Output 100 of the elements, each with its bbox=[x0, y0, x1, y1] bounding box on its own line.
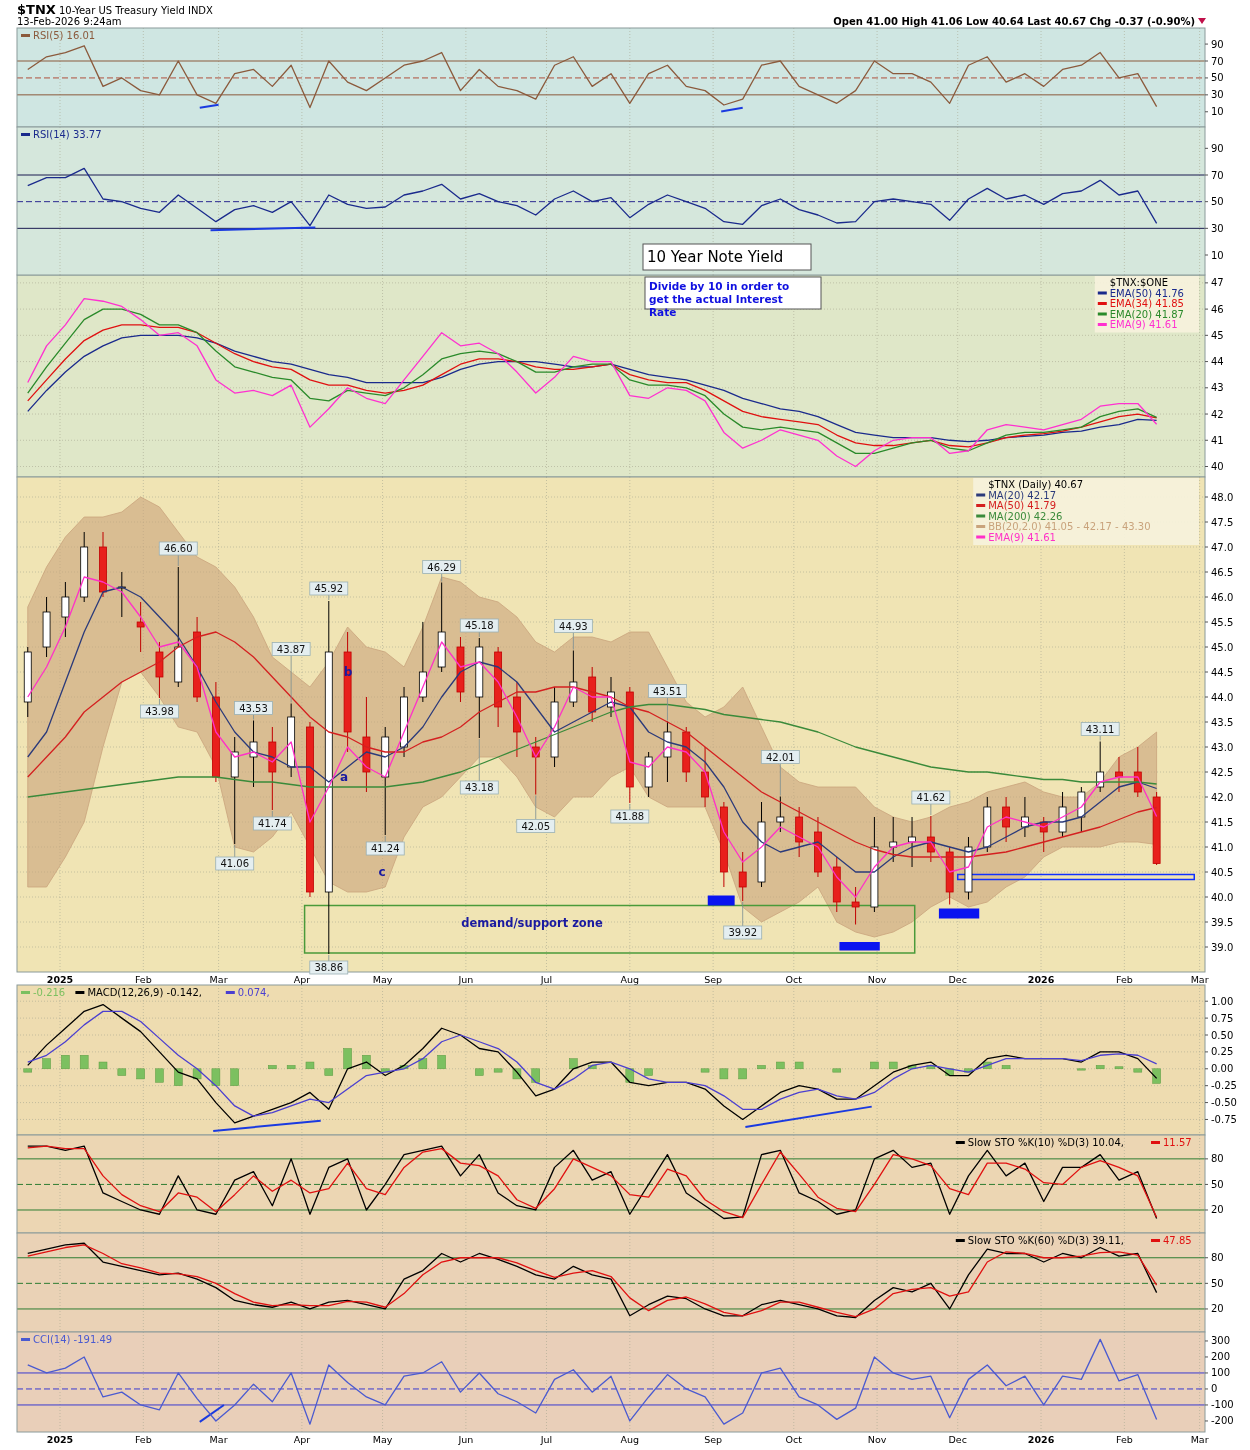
candlestick bbox=[776, 796, 785, 833]
bar bbox=[42, 1058, 51, 1070]
annotation: 41.74 bbox=[258, 818, 287, 829]
annotation: Divide by 10 in order to get the actual Interest Rate bbox=[649, 279, 790, 318]
x-tick-label: Jun bbox=[457, 1434, 474, 1445]
y-tick-label: 50 bbox=[1211, 1277, 1224, 1289]
line-series bbox=[27, 167, 1158, 227]
y-tick-label: 30 bbox=[1211, 89, 1224, 101]
bar bbox=[493, 1068, 503, 1073]
candlestick bbox=[738, 851, 747, 902]
y-tick-label: 43 bbox=[1211, 382, 1224, 394]
bar bbox=[1114, 1066, 1124, 1070]
bar bbox=[832, 1068, 842, 1073]
y-tick-label: 48.0 bbox=[1211, 491, 1234, 503]
x-tick-label: Sep bbox=[704, 974, 723, 985]
y-tick-label: 80 bbox=[1211, 1153, 1224, 1165]
y-tick-label: 41.5 bbox=[1211, 816, 1234, 828]
annotation: 42.05 bbox=[521, 820, 551, 832]
legend-label: CCI(14) -191.49 bbox=[33, 1334, 113, 1345]
bar bbox=[644, 1068, 653, 1076]
x-tick-label: Mar bbox=[1190, 974, 1209, 985]
y-tick-label: 30 bbox=[1211, 222, 1224, 234]
annotation: 42.01 bbox=[766, 751, 795, 763]
y-tick-label: 100 bbox=[1211, 1367, 1231, 1379]
y-tick-label: 42.0 bbox=[1211, 791, 1234, 803]
x-tick-label: Aug bbox=[620, 974, 640, 985]
x-tick-label: Jul bbox=[539, 1434, 553, 1445]
x-tick-label: Jun bbox=[457, 974, 474, 985]
x-tick-label: Nov bbox=[867, 1434, 887, 1445]
y-tick-label: 20 bbox=[1211, 1303, 1224, 1315]
candlestick bbox=[851, 886, 860, 925]
y-tick-label: 46 bbox=[1211, 303, 1224, 315]
y-tick-label: 40.0 bbox=[1211, 891, 1234, 903]
legend-label: Slow STO %K(60) %D(3) 39.11, bbox=[967, 1235, 1125, 1246]
y-tick-label: 80 bbox=[1211, 1252, 1224, 1264]
bar bbox=[211, 1068, 221, 1086]
annotation: 45.18 bbox=[464, 620, 494, 631]
legend-label: EMA(9) 41.61 bbox=[1109, 319, 1178, 330]
bar bbox=[155, 1068, 164, 1083]
bar bbox=[776, 1061, 785, 1070]
legend-label: Slow STO %K(10) %D(3) 10.04, bbox=[967, 1137, 1125, 1148]
annotation: 41.24 bbox=[370, 843, 400, 854]
y-tick-label: 90 bbox=[1211, 38, 1224, 50]
x-tick-label: Feb bbox=[1115, 974, 1133, 985]
x-tick-label: Feb bbox=[134, 974, 152, 985]
x-tick-label: 2026 bbox=[1027, 1434, 1055, 1445]
x-tick-label: Oct bbox=[785, 974, 803, 985]
y-tick-label: 43.0 bbox=[1211, 741, 1234, 753]
bar bbox=[79, 1055, 89, 1070]
y-tick-label: 43.5 bbox=[1211, 716, 1234, 728]
legend-label: BB(20,2.0) 41.05 - 42.17 - 43.30 bbox=[988, 521, 1151, 532]
y-tick-label: 41.0 bbox=[1211, 841, 1234, 853]
legend-label: MACD(12,26,9) -0.142, bbox=[87, 987, 202, 998]
bar bbox=[324, 1068, 334, 1076]
candlestick bbox=[61, 581, 70, 638]
bar bbox=[794, 1061, 804, 1070]
bar bbox=[61, 1055, 70, 1070]
chart-subtitle: 13-Feb-2026 9:24am bbox=[17, 16, 122, 27]
y-tick-label: 70 bbox=[1211, 169, 1224, 181]
y-tick-label: -0.50 bbox=[1211, 1097, 1237, 1109]
bar bbox=[437, 1055, 446, 1070]
bar bbox=[136, 1068, 145, 1080]
y-tick-label: 10 bbox=[1211, 249, 1224, 261]
annotation: 43.87 bbox=[276, 643, 306, 655]
bar bbox=[757, 1065, 766, 1070]
bar bbox=[343, 1048, 352, 1070]
legend-label: 0.074, bbox=[237, 987, 270, 998]
annotation: 46.60 bbox=[163, 543, 193, 554]
bar bbox=[418, 1058, 428, 1070]
y-tick-label: -200 bbox=[1211, 1415, 1234, 1427]
x-tick-label: Apr bbox=[293, 974, 311, 985]
y-tick-label: 45.5 bbox=[1211, 616, 1234, 628]
y-tick-label: 0.50 bbox=[1211, 1029, 1234, 1041]
annotation: 38.86 bbox=[314, 962, 344, 973]
y-tick-label: 42 bbox=[1211, 408, 1224, 420]
y-tick-label: 0.25 bbox=[1211, 1046, 1234, 1058]
y-tick-label: 47.5 bbox=[1211, 516, 1234, 528]
annotation: 43.98 bbox=[145, 706, 174, 717]
line-series bbox=[27, 631, 1158, 858]
x-tick-label: 2025 bbox=[46, 974, 74, 985]
y-tick-label: -100 bbox=[1211, 1399, 1234, 1411]
bar bbox=[98, 1061, 108, 1070]
y-tick-label: 39.5 bbox=[1211, 916, 1234, 928]
legend-label: RSI(5) 16.01 bbox=[33, 30, 96, 41]
annotation: demand/support zone bbox=[461, 916, 603, 930]
annotation: 39.92 bbox=[728, 927, 758, 938]
annotation: 43.53 bbox=[239, 702, 268, 714]
bar bbox=[569, 1058, 578, 1070]
y-tick-label: 0.00 bbox=[1211, 1063, 1234, 1075]
bar bbox=[23, 1068, 32, 1073]
annotation: 10 Year Note Yield bbox=[647, 248, 784, 267]
bar bbox=[230, 1068, 239, 1086]
x-tick-label: May bbox=[372, 1434, 393, 1445]
legend-title: $TNX:$ONE bbox=[1109, 277, 1168, 288]
annotation: 44.93 bbox=[559, 620, 588, 632]
bar bbox=[268, 1065, 277, 1070]
y-tick-label: 0.75 bbox=[1211, 1012, 1234, 1024]
x-tick-label: 2025 bbox=[46, 1434, 74, 1445]
x-tick-label: Sep bbox=[704, 1434, 723, 1445]
y-tick-label: 50 bbox=[1211, 196, 1224, 208]
